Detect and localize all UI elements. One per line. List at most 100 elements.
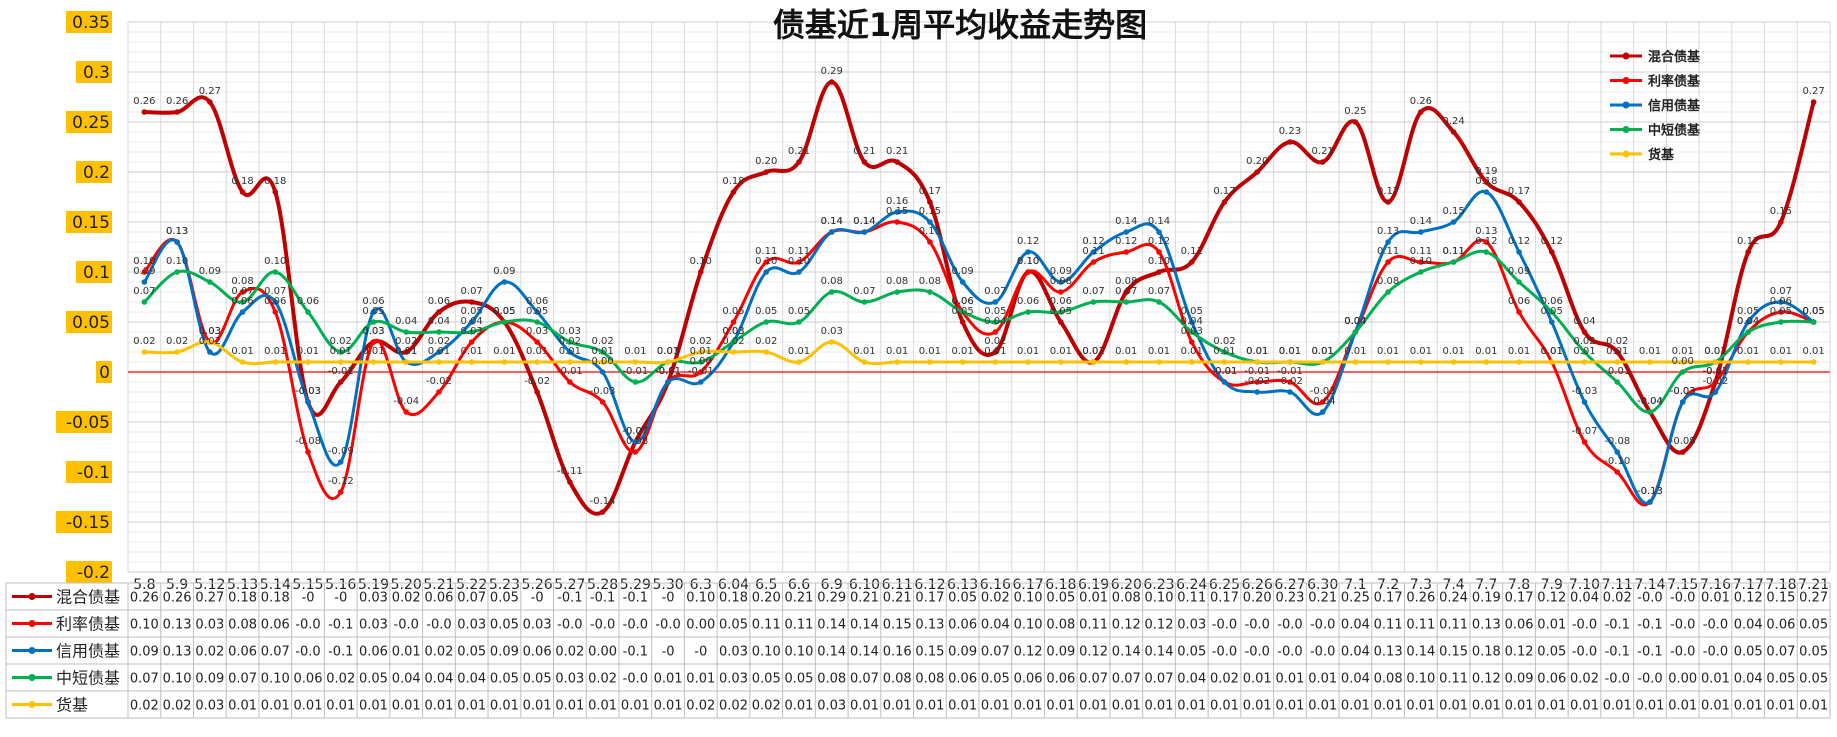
data-point xyxy=(141,269,148,275)
data-point xyxy=(1221,349,1228,355)
table-cell: 0.01 xyxy=(555,699,584,714)
data-point xyxy=(1810,99,1817,105)
data-point xyxy=(599,399,606,405)
x-tick-label: 6.25 xyxy=(1209,577,1240,593)
table-cell: 0.01 xyxy=(1537,699,1566,714)
table-cell: 0.06 xyxy=(228,645,257,660)
data-label: 0.01 xyxy=(886,346,908,357)
x-tick-label: 5.13 xyxy=(227,577,258,593)
data-label: 0.20 xyxy=(755,156,777,167)
data-label: -0.13 xyxy=(1637,486,1663,497)
table-cell: -0.0 xyxy=(1670,591,1695,606)
x-tick-label: 5.16 xyxy=(325,577,356,593)
data-label: 0.10 xyxy=(133,256,155,267)
data-point xyxy=(141,299,148,305)
data-label: -0.02 xyxy=(1277,376,1303,387)
data-point xyxy=(763,169,770,175)
y-tick-label: 0 xyxy=(99,363,110,383)
data-label: 0.02 xyxy=(133,336,155,347)
data-point xyxy=(1679,369,1686,375)
table-cell: 0.01 xyxy=(1766,699,1795,714)
data-label: -0.01 xyxy=(1703,366,1729,377)
data-label: 0.05 xyxy=(461,306,483,317)
data-label: 0.01 xyxy=(788,346,810,357)
data-point xyxy=(1188,339,1195,345)
table-cell: -0.0 xyxy=(426,618,451,633)
data-point xyxy=(1319,399,1326,405)
data-point xyxy=(927,199,933,205)
data-point xyxy=(1418,109,1424,115)
table-cell: -0.0 xyxy=(1245,645,1270,660)
table-cell: 0.12 xyxy=(1734,591,1763,606)
data-label: 0.11 xyxy=(788,246,810,257)
data-label: 0.04 xyxy=(395,316,417,327)
y-tick-highlight xyxy=(56,511,112,533)
table-series-name: 利率债基 xyxy=(56,615,120,634)
x-tick-label: 6.20 xyxy=(1111,577,1142,593)
data-label: -0.11 xyxy=(557,466,583,477)
data-label: 0.09 xyxy=(1050,266,1072,277)
table-cell: 0.01 xyxy=(1406,699,1435,714)
data-point xyxy=(796,259,802,265)
data-point xyxy=(1025,249,1031,255)
data-point xyxy=(403,349,410,355)
table-cell: 0.07 xyxy=(1079,672,1108,687)
data-point xyxy=(436,309,442,315)
data-label: 0.01 xyxy=(1672,346,1694,357)
data-label: 0.21 xyxy=(1312,146,1334,157)
table-cell: 0.02 xyxy=(981,591,1010,606)
data-point xyxy=(763,319,770,325)
data-point xyxy=(1614,379,1621,385)
y-tick-highlight xyxy=(66,211,112,233)
data-label: 0.05 xyxy=(1181,306,1203,317)
table-cell: 0.08 xyxy=(1112,591,1141,606)
table-cell: -0.0 xyxy=(1310,618,1335,633)
table-cell: 0.20 xyxy=(1243,591,1272,606)
data-point xyxy=(174,269,180,275)
table-cell: 0.01 xyxy=(1177,699,1206,714)
data-point xyxy=(1287,389,1293,395)
data-label: 0.01 xyxy=(657,346,679,357)
data-label: 0.01 xyxy=(1279,346,1301,357)
data-point xyxy=(861,159,868,165)
data-label: -0.01 xyxy=(1212,366,1238,377)
data-label: 0.16 xyxy=(886,196,908,207)
table-cell: 0.07 xyxy=(1112,672,1141,687)
data-point xyxy=(1450,219,1457,225)
data-label: 0.12 xyxy=(1148,236,1170,247)
table-cell: 0.02 xyxy=(163,699,192,714)
data-label: 0.01 xyxy=(624,346,646,357)
data-label: 0.06 xyxy=(1541,296,1563,307)
data-point xyxy=(436,359,442,365)
data-point xyxy=(1581,439,1588,445)
data-label: 0.05 xyxy=(493,306,515,317)
data-label: 0.01 xyxy=(1704,346,1726,357)
table-legend-marker xyxy=(28,647,36,654)
data-label: 0.03 xyxy=(199,326,221,337)
data-label: 0.26 xyxy=(166,96,188,107)
data-label: 0.09 xyxy=(493,266,515,277)
table-cell: 0.05 xyxy=(457,645,486,660)
data-label: 0.06 xyxy=(231,296,253,307)
data-label: 0.01 xyxy=(1148,346,1170,357)
data-point xyxy=(1254,169,1261,175)
data-point xyxy=(567,479,573,485)
chart-title: 债基近1周平均收益走势图 xyxy=(773,6,1147,44)
x-tick-label: 7.21 xyxy=(1798,577,1829,593)
data-point xyxy=(665,379,671,385)
table-cell: 0.07 xyxy=(1766,645,1795,660)
data-label: -0.09 xyxy=(328,446,354,457)
table-cell: -0 xyxy=(662,591,675,606)
table-cell: 0.01 xyxy=(1668,699,1697,714)
data-label: -0.08 xyxy=(1670,436,1696,447)
data-point xyxy=(992,329,999,335)
data-point xyxy=(992,299,999,305)
data-point xyxy=(1483,359,1490,365)
data-point xyxy=(370,319,377,325)
data-point xyxy=(141,109,148,115)
data-point xyxy=(1156,249,1162,255)
table-cell: 0.01 xyxy=(294,699,323,714)
data-point xyxy=(1254,389,1261,395)
table-cell: 0.02 xyxy=(326,672,355,687)
data-point xyxy=(1745,319,1751,325)
